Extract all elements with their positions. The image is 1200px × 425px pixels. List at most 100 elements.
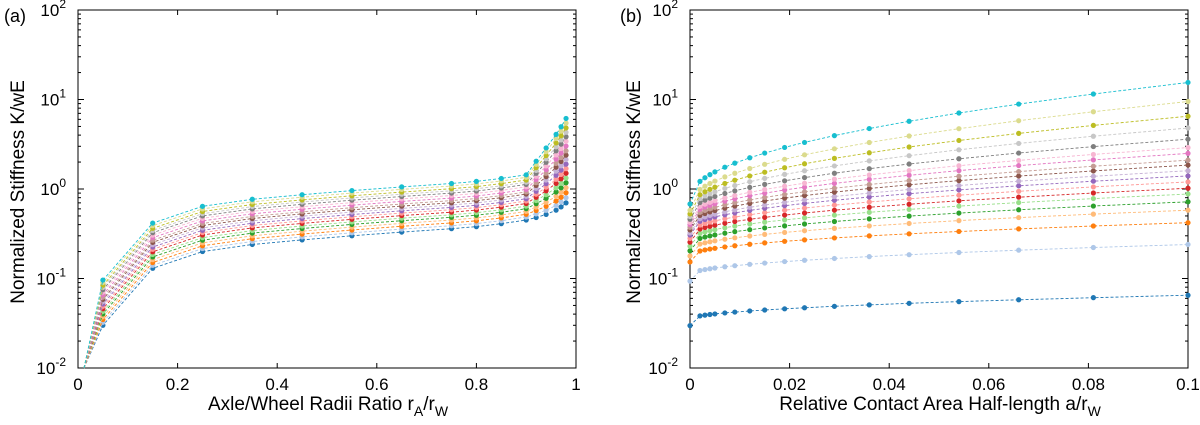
data-point [1016,188,1022,194]
data-point [956,173,962,179]
data-point [747,193,753,199]
data-point [543,170,549,176]
data-point [1185,125,1191,131]
data-point [866,199,872,205]
x-tick-label: 0.08 [1072,375,1105,394]
series-line [689,152,1189,225]
data-point [558,150,564,156]
data-point [1090,109,1096,115]
data-point [697,313,703,319]
data-point [702,234,708,240]
data-point [906,178,912,184]
data-point [558,158,564,165]
y-tick-label: 102 [40,0,66,20]
data-point [1090,211,1096,217]
data-point [563,170,569,176]
data-point [762,150,768,156]
data-point [1016,183,1022,189]
y-tick-label: 10-2 [36,355,66,378]
data-point [782,187,788,193]
data-point [1016,214,1022,221]
data-point [831,185,838,191]
data-point [722,236,728,242]
data-point [558,176,564,182]
data-point [707,172,713,178]
data-point [1016,173,1022,179]
data-point [747,173,753,179]
data-point [801,221,808,227]
data-point [558,128,564,134]
data-point [762,175,768,181]
data-point [722,264,728,270]
data-point [558,204,564,210]
data-point [1185,79,1191,86]
data-point [956,156,962,162]
panel-b-y-axis-label: Normalized Stiffness K/wE [624,80,645,304]
data-point [1185,173,1191,179]
data-point [712,311,718,317]
series-line [689,101,1189,211]
data-point [697,222,703,228]
data-point [563,156,569,163]
x-tick-label: 1 [571,375,580,394]
data-point [801,257,808,263]
data-point [687,211,693,217]
data-point [747,212,753,218]
series-line [83,127,567,369]
series-line [83,197,567,369]
series-line [83,202,567,369]
data-point [782,223,788,229]
data-point [732,218,738,225]
data-point [1016,150,1022,156]
data-point [801,237,808,243]
data-point [399,184,405,190]
data-point [702,201,708,207]
data-point [563,115,569,122]
data-point [747,155,753,161]
data-point [722,185,728,192]
data-point [956,210,962,216]
data-point [1090,143,1096,150]
data-point [801,180,808,186]
data-point [782,178,788,184]
data-point [553,168,559,174]
data-point [956,147,962,153]
data-point [1185,191,1191,197]
data-point [712,198,718,204]
data-point [831,180,838,186]
data-point [866,181,872,188]
data-point [563,138,569,144]
data-point [831,197,838,203]
data-point [801,168,808,174]
data-point [702,229,708,235]
data-point [866,209,872,215]
data-point [1090,184,1096,190]
data-point [906,196,912,202]
data-point [732,200,738,206]
data-point [956,163,962,169]
data-point [553,160,559,166]
data-point [906,220,912,227]
series-line [83,154,567,369]
data-point [543,199,549,205]
data-point [553,148,559,154]
data-point [1016,168,1022,175]
data-point [956,198,962,204]
data-point [563,195,569,201]
data-point [1016,118,1022,124]
series-line [689,138,1189,220]
data-point [697,192,703,198]
data-point [553,131,559,137]
data-point [722,180,728,187]
data-point [707,186,713,192]
data-point [906,231,912,237]
data-point [543,211,549,218]
series-line [83,159,567,369]
data-point [697,195,703,202]
data-point [558,154,564,161]
data-point [866,158,872,164]
data-point [712,238,718,244]
data-point [1185,113,1191,119]
data-point [747,308,753,314]
data-point [732,235,738,241]
